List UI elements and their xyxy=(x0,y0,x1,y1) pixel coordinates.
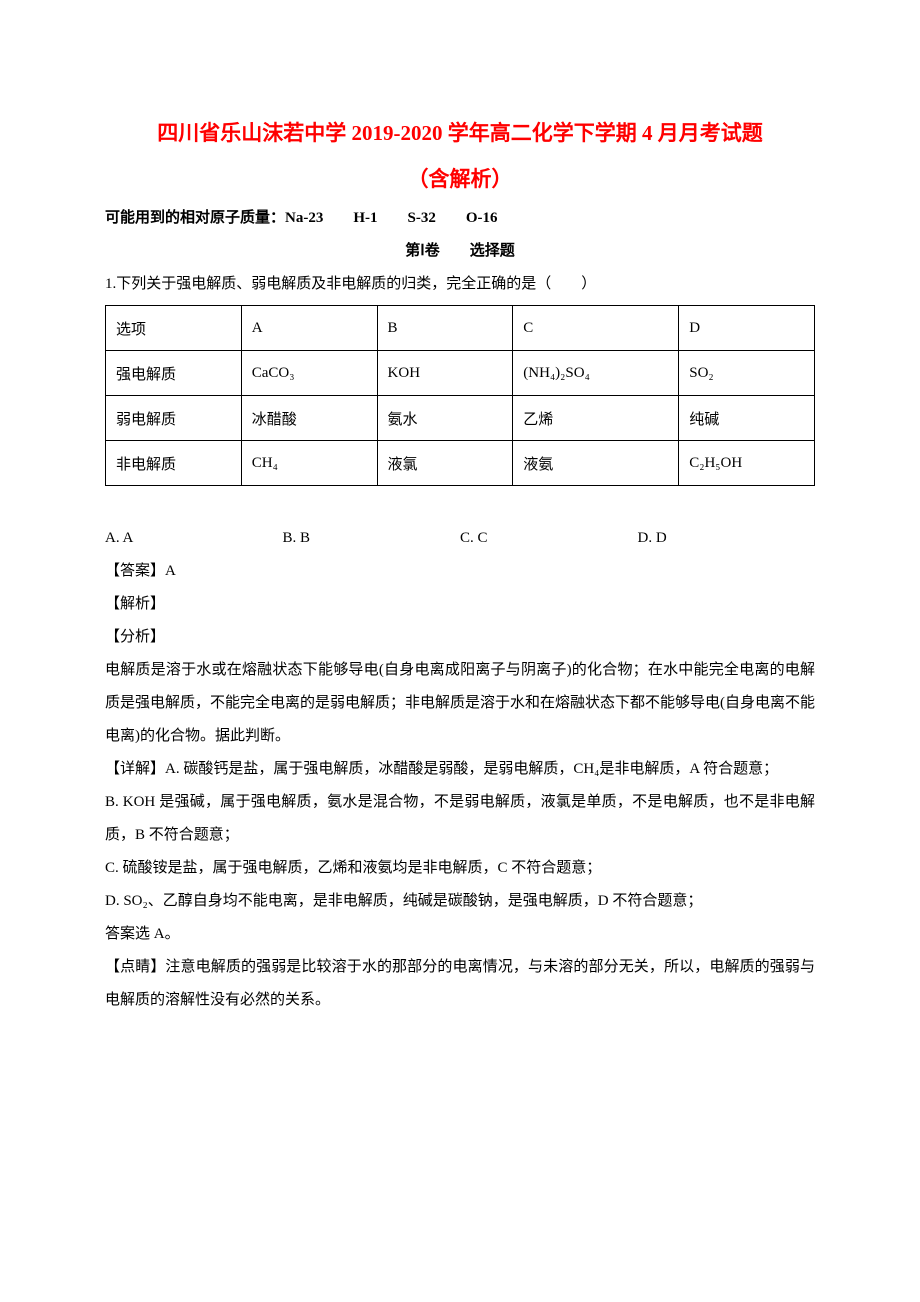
xiangjie-a: 【详解】A. 碳酸钙是盐，属于强电解质，冰醋酸是弱酸，是弱电解质，CH₄是非电解… xyxy=(105,753,815,786)
option-c: C. C xyxy=(460,522,638,555)
fenxi-label: 【分析】 xyxy=(105,621,815,654)
table-row: 选项 A B C D xyxy=(106,306,815,351)
table-row: 非电解质 CH₄ 液氯 液氨 C₂H₅OH xyxy=(106,441,815,486)
table-cell: A xyxy=(241,306,377,351)
option-b: B. B xyxy=(283,522,461,555)
table-row: 弱电解质 冰醋酸 氨水 乙烯 纯碱 xyxy=(106,396,815,441)
classification-table: 选项 A B C D 强电解质 CaCO₃ KOH (NH₄)₂SO₄ SO₂ … xyxy=(105,305,815,486)
xiangjie-d: D. SO₂、乙醇自身均不能电离，是非电解质，纯碱是碳酸钠，是强电解质，D 不符… xyxy=(105,885,815,918)
table-cell: B xyxy=(377,306,513,351)
document-page: 四川省乐山沫若中学 2019-2020 学年高二化学下学期 4 月月考试题 （含… xyxy=(0,0,920,1097)
exam-title-line2: （含解析） xyxy=(105,156,815,202)
table-row: 强电解质 CaCO₃ KOH (NH₄)₂SO₄ SO₂ xyxy=(106,351,815,396)
xiangjie-b: B. KOH 是强碱，属于强电解质，氨水是混合物，不是弱电解质，液氯是单质，不是… xyxy=(105,786,815,852)
table-cell: (NH₄)₂SO₄ xyxy=(513,351,679,396)
table-cell: 非电解质 xyxy=(106,441,242,486)
table-cell: SO₂ xyxy=(679,351,815,396)
question-stem: 1.下列关于强电解质、弱电解质及非电解质的归类，完全正确的是（ ） xyxy=(105,268,815,301)
table-cell: C xyxy=(513,306,679,351)
fenxi-text: 电解质是溶于水或在熔融状态下能够导电(自身电离成阳离子与阴离子)的化合物；在水中… xyxy=(105,654,815,753)
table-cell: C₂H₅OH xyxy=(679,441,815,486)
table-cell: 乙烯 xyxy=(513,396,679,441)
options-row: A. A B. B C. C D. D xyxy=(105,522,815,555)
table-cell: 弱电解质 xyxy=(106,396,242,441)
answer-label: 【答案】A xyxy=(105,555,815,588)
jiexi-label: 【解析】 xyxy=(105,588,815,621)
table-cell: D xyxy=(679,306,815,351)
table-cell: 选项 xyxy=(106,306,242,351)
table-cell: 氨水 xyxy=(377,396,513,441)
table-cell: KOH xyxy=(377,351,513,396)
answer-line: 答案选 A。 xyxy=(105,918,815,951)
table-cell: 纯碱 xyxy=(679,396,815,441)
table-cell: 强电解质 xyxy=(106,351,242,396)
table-cell: 冰醋酸 xyxy=(241,396,377,441)
section-header: 第Ⅰ卷 选择题 xyxy=(105,235,815,268)
table-cell: 液氨 xyxy=(513,441,679,486)
table-cell: CH₄ xyxy=(241,441,377,486)
atomic-mass-note: 可能用到的相对原子质量：Na-23 H-1 S-32 O-16 xyxy=(105,202,815,235)
table-cell: CaCO₃ xyxy=(241,351,377,396)
xiangjie-c: C. 硫酸铵是盐，属于强电解质，乙烯和液氨均是非电解质，C 不符合题意； xyxy=(105,852,815,885)
dianping-text: 【点睛】注意电解质的强弱是比较溶于水的那部分的电离情况，与未溶的部分无关，所以，… xyxy=(105,951,815,1017)
table-cell: 液氯 xyxy=(377,441,513,486)
option-a: A. A xyxy=(105,522,283,555)
exam-title-line1: 四川省乐山沫若中学 2019-2020 学年高二化学下学期 4 月月考试题 xyxy=(105,110,815,156)
option-d: D. D xyxy=(638,522,816,555)
